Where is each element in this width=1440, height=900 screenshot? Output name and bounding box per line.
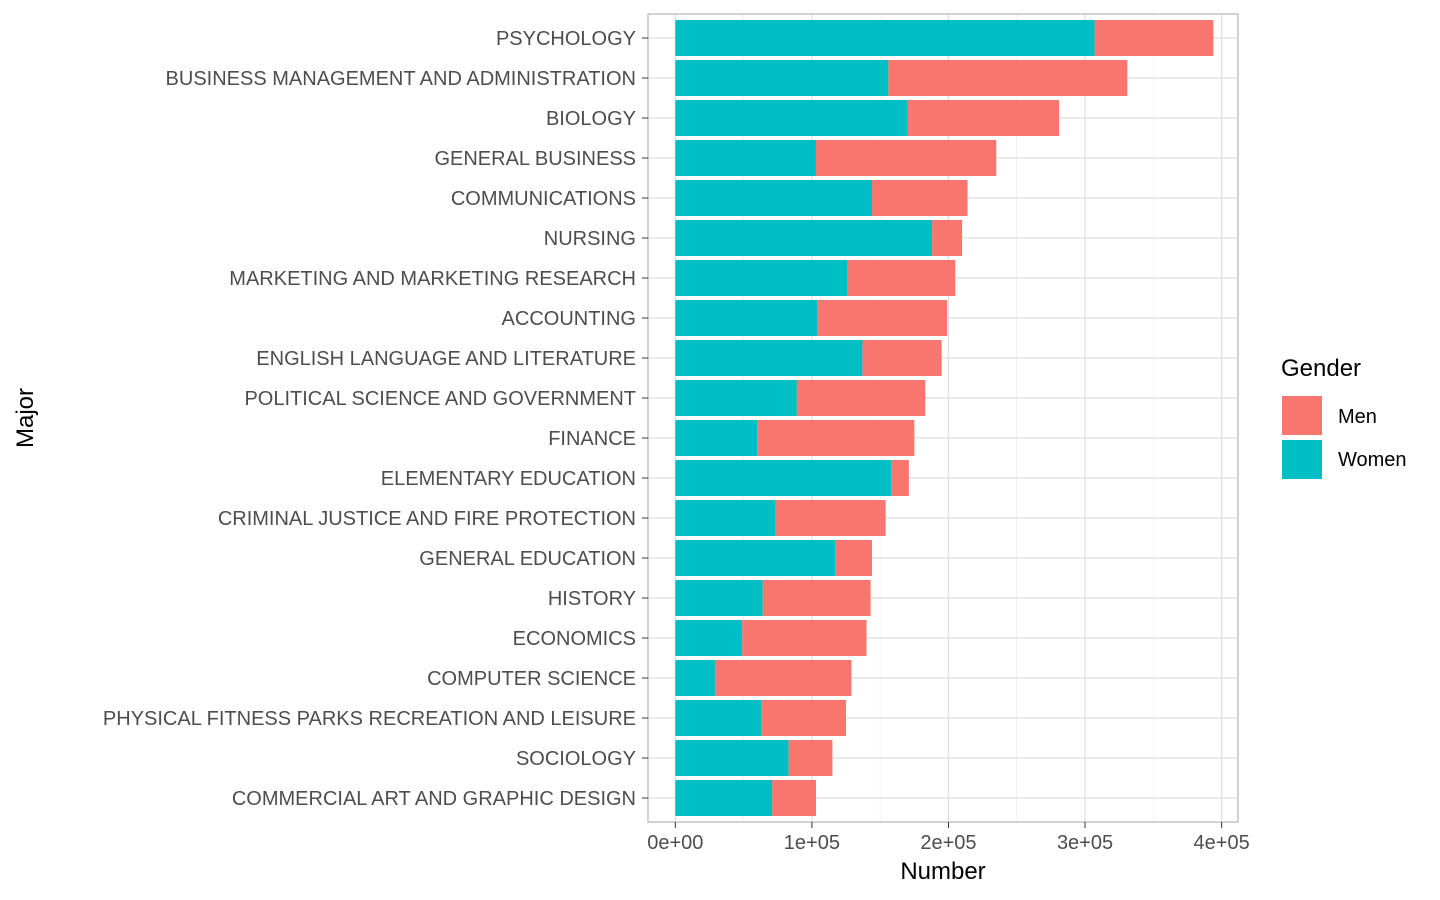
bar-women: [675, 460, 892, 496]
bar-men: [1094, 20, 1214, 56]
bar-men: [742, 620, 867, 656]
y-tick-label: PSYCHOLOGY: [496, 28, 636, 50]
bar-men: [815, 140, 997, 176]
y-tick-label: ECONOMICS: [513, 628, 636, 650]
bar-women: [675, 660, 715, 696]
bar-men: [817, 300, 948, 336]
y-tick-label: CRIMINAL JUSTICE AND FIRE PROTECTION: [218, 508, 636, 530]
bar-men: [772, 780, 816, 816]
bar-men: [788, 740, 833, 776]
x-tick-label: 4e+05: [1194, 832, 1250, 854]
bar-women: [675, 420, 758, 456]
y-tick-label: MARKETING AND MARKETING RESEARCH: [229, 268, 636, 290]
bar-women: [675, 740, 789, 776]
bar-men: [796, 380, 926, 416]
bar-women: [675, 340, 863, 376]
y-tick-label: BIOLOGY: [546, 108, 636, 130]
bar-women: [675, 540, 836, 576]
bar-men: [891, 460, 909, 496]
x-tick-label: 0e+00: [647, 832, 703, 854]
bar-women: [675, 700, 762, 736]
x-axis-title: Number: [900, 858, 985, 885]
bar-women: [675, 300, 818, 336]
bar-men: [835, 540, 872, 576]
x-tick-label: 2e+05: [920, 832, 976, 854]
y-tick-label: ENGLISH LANGUAGE AND LITERATURE: [256, 348, 636, 370]
bar-women: [675, 380, 797, 416]
y-tick-label: NURSING: [544, 228, 636, 250]
bar-women: [675, 60, 889, 96]
bar-men: [888, 60, 1128, 96]
y-tick-label: HISTORY: [548, 588, 636, 610]
y-tick-label: SOCIOLOGY: [516, 748, 636, 770]
y-tick-label: COMPUTER SCIENCE: [427, 668, 636, 690]
bar-men: [932, 220, 963, 256]
y-tick-label: ACCOUNTING: [502, 308, 636, 330]
legend-label-men: Men: [1338, 406, 1377, 428]
y-tick-label: COMMERCIAL ART AND GRAPHIC DESIGN: [232, 788, 636, 810]
legend-label-women: Women: [1338, 449, 1407, 471]
legend-key-women: [1282, 440, 1322, 479]
bar-women: [675, 500, 776, 536]
bar-men: [757, 420, 915, 456]
bar-men: [761, 700, 847, 736]
y-tick-label: POLITICAL SCIENCE AND GOVERNMENT: [244, 388, 636, 410]
y-tick-label: COMMUNICATIONS: [451, 188, 636, 210]
bar-women: [675, 620, 743, 656]
bar-women: [675, 580, 763, 616]
y-tick-label: FINANCE: [548, 428, 636, 450]
bar-women: [675, 100, 908, 136]
bar-women: [675, 140, 816, 176]
bar-women: [675, 780, 773, 816]
bar-men: [862, 340, 942, 376]
y-tick-label: PHYSICAL FITNESS PARKS RECREATION AND LE…: [103, 708, 636, 730]
bar-men: [847, 260, 956, 296]
bar-men: [871, 180, 968, 216]
x-axis: 0e+00 1e+05 2e+05 3e+05 4e+05: [647, 822, 1250, 854]
y-axis: PSYCHOLOGY BUSINESS MANAGEMENT AND ADMINI…: [103, 28, 648, 810]
y-tick-label: GENERAL EDUCATION: [419, 548, 636, 570]
x-tick-label: 1e+05: [784, 832, 840, 854]
bar-men: [714, 660, 852, 696]
legend-key-men: [1282, 396, 1322, 435]
bar-women: [675, 260, 848, 296]
bar-men: [775, 500, 886, 536]
y-axis-title: Major: [12, 388, 39, 448]
bar-men: [762, 580, 871, 616]
y-tick-label: ELEMENTARY EDUCATION: [381, 468, 636, 490]
bar-women: [675, 220, 933, 256]
x-tick-label: 3e+05: [1057, 832, 1113, 854]
legend-title: Gender: [1281, 355, 1361, 382]
plot-border: [647, 13, 1239, 823]
bars: [675, 20, 1214, 816]
legend: Gender Men Women: [1281, 355, 1407, 479]
bar-men: [907, 100, 1060, 136]
y-tick-label: BUSINESS MANAGEMENT AND ADMINISTRATION: [166, 68, 636, 90]
y-tick-label: GENERAL BUSINESS: [434, 148, 636, 170]
bar-women: [675, 180, 872, 216]
bar-women: [675, 20, 1095, 56]
